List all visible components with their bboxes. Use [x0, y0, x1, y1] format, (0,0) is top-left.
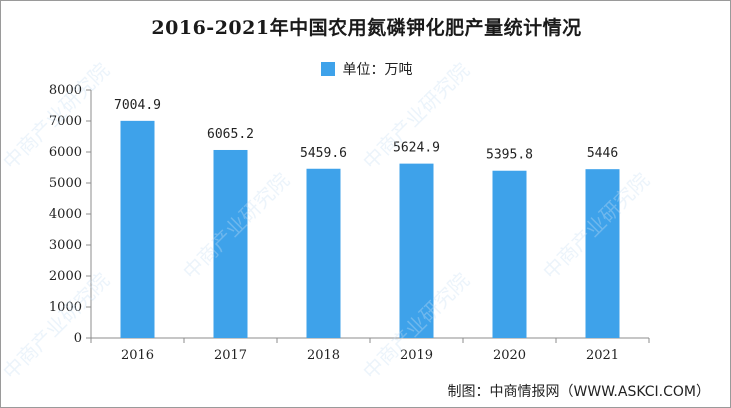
bar [120, 120, 155, 338]
y-tick-label: 7000 [49, 114, 82, 129]
x-tick-label: 2018 [307, 348, 340, 363]
bar [399, 163, 434, 338]
data-label: 5395.8 [486, 148, 533, 163]
bar [213, 149, 248, 338]
legend: 单位：万吨 [1, 59, 730, 79]
y-tick-label: 0 [74, 331, 82, 346]
y-tick-label: 5000 [49, 176, 82, 191]
legend-label: 单位：万吨 [342, 62, 413, 78]
y-tick-label: 4000 [49, 207, 82, 222]
y-tick-label: 6000 [49, 145, 82, 160]
y-tick-label: 2000 [49, 269, 82, 284]
x-tick-label: 2020 [493, 348, 526, 363]
x-tick-label: 2016 [121, 348, 154, 363]
y-tick-label: 8000 [49, 83, 82, 98]
bar [585, 169, 620, 338]
watermark-text: 中商产业研究院 [1, 268, 114, 384]
y-tick-label: 3000 [49, 238, 82, 253]
x-tick-label: 2017 [214, 348, 247, 363]
bar [306, 168, 341, 338]
source-credit: 制图：中商情报网（WWW.ASKCI.COM） [447, 384, 710, 400]
x-tick-label: 2019 [400, 348, 433, 363]
watermark-text: 中商产业研究院 [358, 58, 474, 174]
x-tick-label: 2021 [586, 348, 619, 363]
data-label: 6065.2 [207, 127, 254, 142]
y-tick-label: 1000 [49, 300, 82, 315]
legend-swatch [320, 62, 335, 76]
bar [492, 170, 527, 338]
data-label: 7004.9 [114, 98, 161, 113]
data-label: 5459.6 [300, 146, 347, 161]
data-label: 5446 [587, 146, 618, 161]
chart-title: 2016-2021年中国农用氮磷钾化肥产量统计情况 [151, 17, 582, 39]
data-label: 5624.9 [393, 141, 440, 156]
